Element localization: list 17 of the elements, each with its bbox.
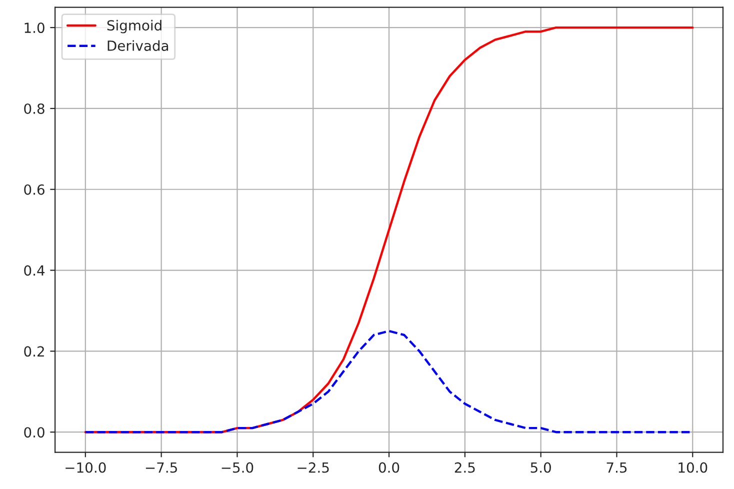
y-tick-label: 0.2 <box>24 346 44 357</box>
x-tick-label: −5.0 <box>222 462 254 473</box>
legend-label: Derivada <box>108 40 168 51</box>
x-tick-label: −2.5 <box>298 462 329 473</box>
x-tick-label: −7.5 <box>146 462 177 473</box>
x-tick-label: 5.0 <box>530 462 551 473</box>
x-tick-label: 7.5 <box>606 462 627 473</box>
x-tick-label: −10.0 <box>66 462 106 473</box>
legend-label: Sigmoid <box>107 20 162 34</box>
x-tick-label: 2.5 <box>454 462 475 473</box>
y-tick-label: 0.8 <box>24 103 44 114</box>
x-tick-label: 0.0 <box>378 462 400 473</box>
y-tick-label: 0.0 <box>24 427 44 438</box>
y-tick-label: 0.6 <box>24 184 44 195</box>
x-tick-label: 10.0 <box>678 462 708 473</box>
y-tick-label: 0.4 <box>24 265 45 276</box>
y-tick-label: 1.0 <box>24 22 44 34</box>
